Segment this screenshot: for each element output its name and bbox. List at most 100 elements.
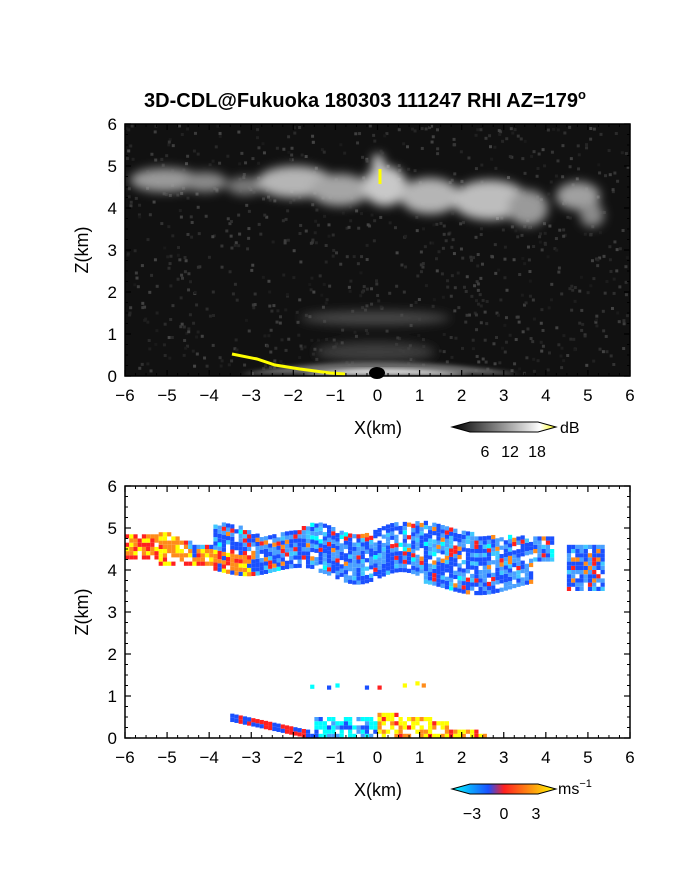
velocity-cell <box>352 733 357 738</box>
velocity-cell <box>596 544 601 549</box>
velocity-cell <box>183 544 189 549</box>
noise-speckle <box>479 227 483 231</box>
velocity-cell <box>255 550 260 555</box>
velocity-cell <box>545 553 551 558</box>
velocity-cell <box>150 534 155 539</box>
velocity-cell <box>478 590 483 596</box>
velocity-cell <box>428 538 433 543</box>
noise-speckle <box>612 291 616 295</box>
noise-speckle <box>532 150 536 154</box>
noise-speckle <box>516 134 520 138</box>
velocity-cell <box>495 580 500 585</box>
velocity-cell <box>398 563 403 568</box>
noise-speckle <box>503 257 507 261</box>
velocity-cell <box>255 723 260 728</box>
velocity-cell <box>335 683 340 688</box>
velocity-cell <box>369 577 374 582</box>
velocity-cell <box>583 574 588 579</box>
noise-speckle <box>278 321 282 325</box>
velocity-cell <box>310 547 315 553</box>
noise-speckle <box>609 354 613 358</box>
noise-speckle <box>155 329 159 333</box>
noise-speckle <box>422 227 426 231</box>
velocity-cell <box>221 560 226 565</box>
velocity-cell <box>465 548 471 553</box>
noise-speckle <box>362 285 366 289</box>
y-tick-label: 1 <box>108 325 117 344</box>
velocity-cell <box>226 557 231 562</box>
noise-speckle <box>474 133 478 137</box>
velocity-cell <box>284 539 290 544</box>
noise-speckle <box>553 247 557 251</box>
noise-speckle <box>163 354 167 358</box>
noise-speckle <box>128 311 132 315</box>
velocity-cell <box>390 523 395 528</box>
noise-speckle <box>138 366 142 370</box>
x-tick-label: −5 <box>157 386 176 405</box>
velocity-cell <box>335 721 340 726</box>
velocity-cell <box>520 564 525 569</box>
noise-speckle <box>395 251 399 255</box>
velocity-cell <box>217 554 222 560</box>
noise-speckle <box>298 298 302 302</box>
noise-speckle <box>493 362 497 366</box>
velocity-cell <box>444 568 450 573</box>
noise-speckle <box>440 272 444 276</box>
velocity-cell <box>541 557 546 562</box>
velocity-cell <box>360 567 365 572</box>
velocity-cell <box>529 575 534 580</box>
velocity-cell <box>137 542 142 547</box>
noise-speckle <box>383 134 387 138</box>
velocity-cell <box>242 546 248 552</box>
noise-speckle <box>528 294 532 298</box>
velocity-cell <box>428 721 433 726</box>
velocity-cell <box>385 570 391 575</box>
noise-speckle <box>311 203 315 207</box>
velocity-cell <box>364 721 370 726</box>
velocity-cell <box>575 578 580 583</box>
velocity-cell <box>503 582 508 587</box>
velocity-cell <box>343 717 349 722</box>
velocity-cell <box>406 725 412 730</box>
noise-speckle <box>169 254 173 258</box>
noise-speckle <box>532 357 536 361</box>
velocity-cell <box>529 550 534 555</box>
velocity-cell <box>579 586 584 591</box>
noise-speckle <box>398 168 402 172</box>
velocity-cell <box>499 566 504 571</box>
velocity-cell <box>158 532 163 537</box>
noise-speckle <box>273 359 277 363</box>
noise-speckle <box>604 174 608 178</box>
velocity-cell <box>394 712 399 717</box>
noise-speckle <box>488 134 492 138</box>
noise-speckle <box>625 256 629 260</box>
noise-speckle <box>476 253 480 257</box>
velocity-cell <box>486 581 492 587</box>
velocity-cell <box>571 578 576 583</box>
velocity-cell <box>512 554 517 559</box>
velocity-cell <box>470 573 475 579</box>
velocity-cell <box>465 590 471 595</box>
velocity-cell <box>268 564 273 569</box>
velocity-cell <box>297 530 302 535</box>
noise-speckle <box>446 285 450 289</box>
velocity-cell <box>322 569 327 575</box>
velocity-cell <box>276 727 281 732</box>
velocity-cell <box>381 572 386 577</box>
velocity-cell <box>474 565 479 570</box>
noise-speckle <box>488 145 492 149</box>
velocity-cell <box>461 547 466 552</box>
velocity-cell <box>432 526 437 532</box>
velocity-cell <box>470 561 475 566</box>
velocity-cell <box>432 539 437 544</box>
velocity-cell <box>385 566 391 571</box>
noise-speckle <box>167 225 171 229</box>
velocity-cell <box>421 683 426 688</box>
velocity-cell <box>428 551 433 556</box>
noise-speckle <box>160 222 164 226</box>
velocity-cell <box>516 536 521 541</box>
velocity-cell <box>276 558 281 563</box>
noise-speckle <box>465 313 469 317</box>
velocity-cell <box>465 577 471 582</box>
velocity-cell <box>200 553 205 558</box>
